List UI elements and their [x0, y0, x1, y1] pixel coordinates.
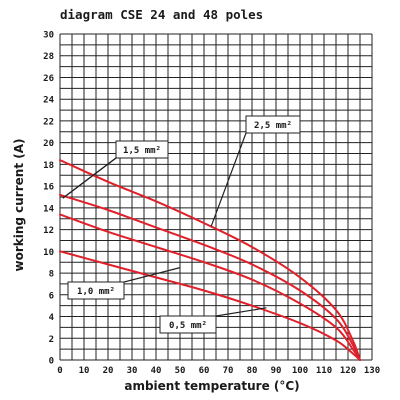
x-tick-label: 70	[223, 366, 234, 376]
chart-title: diagram CSE 24 and 48 poles	[60, 7, 263, 22]
gridlines	[59, 33, 373, 361]
series-line-10-mm2	[59, 213, 361, 361]
y-tick-label: 24	[43, 96, 54, 106]
y-tick-label: 28	[43, 52, 54, 62]
y-tick-label: 4	[49, 313, 55, 323]
x-tick-label: 50	[175, 366, 186, 376]
callout-leader-10-mm2	[123, 267, 181, 283]
callout-box-10-mm2	[67, 281, 125, 300]
y-axis-label: working current (A)	[12, 139, 26, 272]
x-tick-label: 10	[79, 366, 90, 376]
y-tick-label: 10	[43, 248, 54, 258]
callout-leader-05-mm2	[215, 307, 267, 317]
y-tick-label: 30	[43, 31, 54, 41]
x-tick-label: 60	[199, 366, 210, 376]
x-axis-label: ambient temperature (°C)	[124, 379, 299, 393]
callout-leader-25-mm2	[210, 132, 247, 227]
callout-label-05-mm2: 0,5 mm²	[169, 321, 207, 331]
y-tick-label: 0	[49, 357, 54, 367]
series-line-15-mm2	[59, 193, 361, 361]
y-tick-label: 22	[43, 117, 54, 127]
series-line-05-mm2	[59, 250, 361, 361]
x-tick-label: 100	[292, 366, 308, 376]
callout-label-15-mm2: 1,5 mm²	[123, 146, 161, 156]
callout-label-25-mm2: 2,5 mm²	[254, 121, 292, 131]
y-tick-label: 14	[43, 204, 54, 214]
x-tick-label: 110	[316, 366, 332, 376]
callouts: 1,5 mm² 2,5 mm² 1,0 mm² 0,5 mm²	[62, 115, 301, 334]
x-tick-label: 0	[57, 366, 62, 376]
callout-box-15-mm2	[115, 140, 169, 159]
x-tick-label: 30	[127, 366, 138, 376]
callout-box-05-mm2	[159, 315, 217, 334]
callout-label-10-mm2: 1,0 mm²	[77, 287, 115, 297]
callout-leader-15-mm2-secondary	[62, 157, 117, 199]
y-tick-label: 6	[49, 291, 54, 301]
x-tick-label: 90	[271, 366, 282, 376]
x-tick-label: 20	[103, 366, 114, 376]
y-tick-label: 16	[43, 183, 54, 193]
x-tick-label: 80	[247, 366, 258, 376]
y-tick-label: 2	[49, 335, 54, 345]
y-tick-label: 26	[43, 74, 54, 84]
tick-labels: 0 10 20 30 40 50 60 70 80 90 100 110 120 130024681012…	[43, 31, 380, 377]
series-line-25-mm2	[59, 159, 361, 361]
y-tick-label: 8	[49, 270, 54, 280]
y-tick-label: 18	[43, 161, 54, 171]
x-tick-label: 120	[340, 366, 356, 376]
x-tick-label: 40	[151, 366, 162, 376]
x-tick-label: 130	[364, 366, 380, 376]
series-lines	[59, 159, 361, 361]
y-tick-label: 20	[43, 139, 54, 149]
y-tick-label: 12	[43, 226, 54, 236]
callout-box-25-mm2	[245, 115, 301, 134]
